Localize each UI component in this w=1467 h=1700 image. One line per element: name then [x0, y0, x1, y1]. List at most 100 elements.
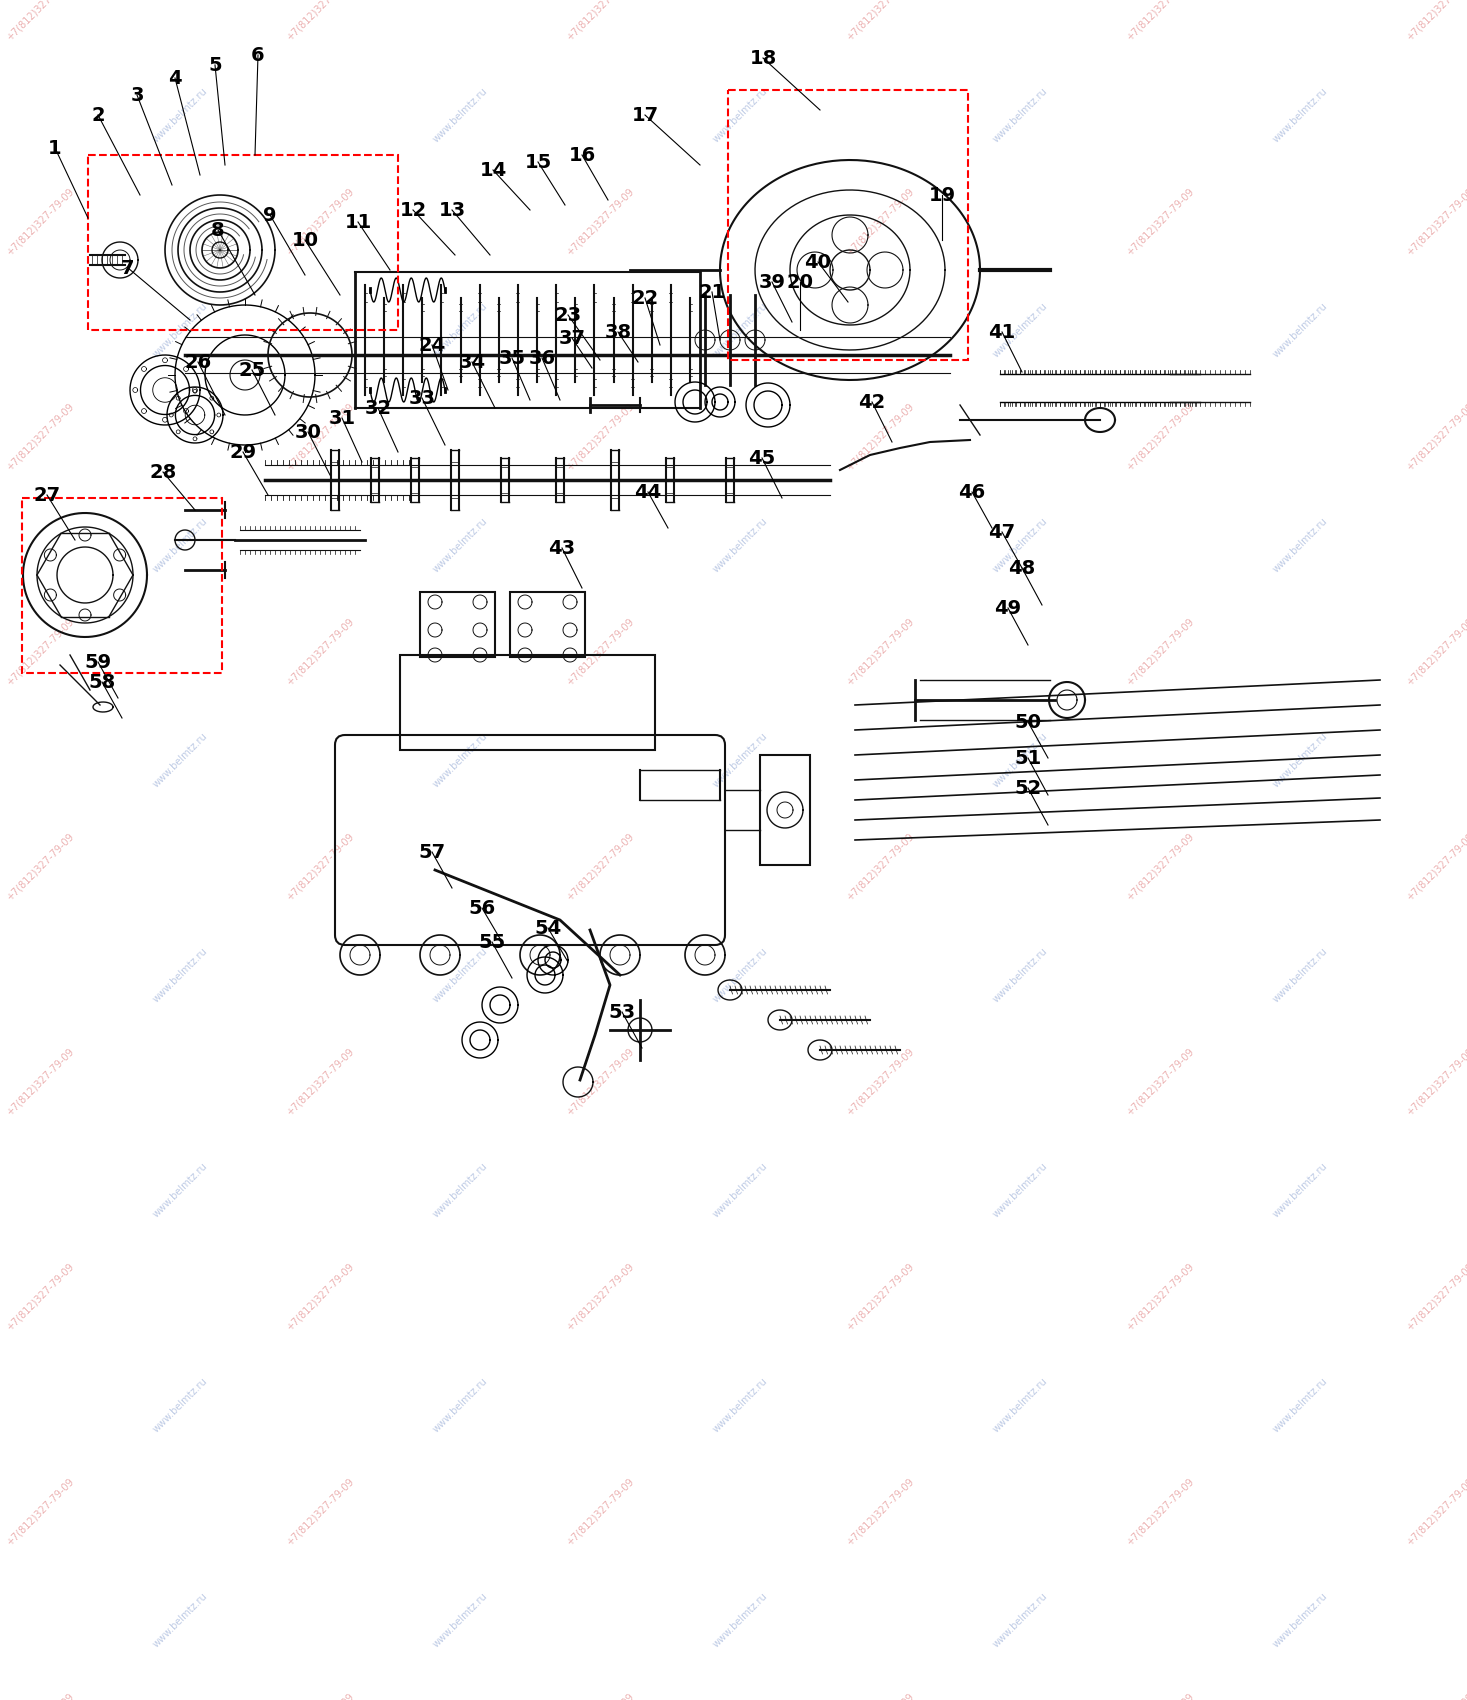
Bar: [760, 755, 810, 865]
Text: 38: 38: [604, 323, 632, 342]
Text: www.belmtz.ru: www.belmtz.ru: [710, 731, 769, 789]
Text: 33: 33: [408, 389, 436, 408]
Text: +7(812)327-79-09: +7(812)327-79-09: [1404, 831, 1467, 903]
Text: 12: 12: [399, 201, 427, 219]
Text: www.belmtz.ru: www.belmtz.ru: [1270, 945, 1329, 1005]
Text: +7(812)327-79-09: +7(812)327-79-09: [1404, 1692, 1467, 1700]
Text: www.belmtz.ru: www.belmtz.ru: [1270, 301, 1329, 359]
Text: 53: 53: [609, 1003, 635, 1022]
Text: +7(812)327-79-09: +7(812)327-79-09: [1124, 401, 1196, 473]
Text: www.belmtz.ru: www.belmtz.ru: [710, 301, 769, 359]
Text: www.belmtz.ru: www.belmtz.ru: [151, 1161, 210, 1219]
Text: 37: 37: [559, 328, 585, 347]
Text: +7(812)327-79-09: +7(812)327-79-09: [4, 1476, 76, 1547]
Text: +7(812)327-79-09: +7(812)327-79-09: [1124, 1692, 1196, 1700]
Text: 39: 39: [758, 272, 785, 291]
Text: 30: 30: [295, 423, 321, 442]
Text: +7(812)327-79-09: +7(812)327-79-09: [565, 1047, 635, 1117]
Text: +7(812)327-79-09: +7(812)327-79-09: [285, 187, 355, 258]
Bar: [420, 592, 494, 656]
Text: 2: 2: [91, 105, 104, 124]
Text: 34: 34: [458, 352, 486, 372]
Text: 21: 21: [698, 282, 726, 301]
Text: +7(812)327-79-09: +7(812)327-79-09: [285, 831, 355, 903]
Text: 4: 4: [169, 68, 182, 87]
Text: +7(812)327-79-09: +7(812)327-79-09: [1404, 1476, 1467, 1547]
Text: www.belmtz.ru: www.belmtz.ru: [710, 1161, 769, 1219]
Text: 26: 26: [185, 352, 211, 372]
Text: 14: 14: [480, 160, 506, 180]
Text: 6: 6: [251, 46, 266, 65]
Text: 24: 24: [418, 335, 446, 355]
Text: 42: 42: [858, 393, 886, 411]
Text: +7(812)327-79-09: +7(812)327-79-09: [565, 401, 635, 473]
Text: +7(812)327-79-09: +7(812)327-79-09: [845, 617, 915, 687]
Text: 18: 18: [750, 49, 776, 68]
Text: 47: 47: [989, 522, 1015, 542]
Text: +7(812)327-79-09: +7(812)327-79-09: [4, 617, 76, 687]
Text: 45: 45: [748, 449, 776, 468]
Text: www.belmtz.ru: www.belmtz.ru: [431, 1375, 490, 1435]
Text: www.belmtz.ru: www.belmtz.ru: [431, 301, 490, 359]
Text: 49: 49: [995, 598, 1021, 617]
Text: 11: 11: [345, 212, 371, 231]
Text: www.belmtz.ru: www.belmtz.ru: [990, 1591, 1049, 1649]
Text: 9: 9: [263, 206, 277, 224]
Text: +7(812)327-79-09: +7(812)327-79-09: [4, 187, 76, 258]
Text: +7(812)327-79-09: +7(812)327-79-09: [285, 617, 355, 687]
Text: www.belmtz.ru: www.belmtz.ru: [1270, 1591, 1329, 1649]
Text: 31: 31: [329, 408, 355, 427]
Text: 57: 57: [418, 843, 446, 862]
Text: www.belmtz.ru: www.belmtz.ru: [990, 301, 1049, 359]
Text: www.belmtz.ru: www.belmtz.ru: [710, 1375, 769, 1435]
Text: +7(812)327-79-09: +7(812)327-79-09: [1404, 617, 1467, 687]
Text: www.belmtz.ru: www.belmtz.ru: [990, 1375, 1049, 1435]
Bar: [88, 155, 398, 330]
Text: www.belmtz.ru: www.belmtz.ru: [990, 85, 1049, 144]
Text: +7(812)327-79-09: +7(812)327-79-09: [4, 1692, 76, 1700]
Text: www.belmtz.ru: www.belmtz.ru: [151, 1591, 210, 1649]
Text: +7(812)327-79-09: +7(812)327-79-09: [285, 1476, 355, 1547]
Text: www.belmtz.ru: www.belmtz.ru: [1270, 1375, 1329, 1435]
Text: +7(812)327-79-09: +7(812)327-79-09: [565, 0, 635, 42]
Text: 50: 50: [1015, 712, 1042, 731]
Text: +7(812)327-79-09: +7(812)327-79-09: [285, 1047, 355, 1117]
Text: +7(812)327-79-09: +7(812)327-79-09: [1404, 187, 1467, 258]
Text: 41: 41: [989, 323, 1015, 342]
Text: +7(812)327-79-09: +7(812)327-79-09: [1404, 401, 1467, 473]
Text: +7(812)327-79-09: +7(812)327-79-09: [1124, 1476, 1196, 1547]
Text: +7(812)327-79-09: +7(812)327-79-09: [285, 401, 355, 473]
Text: 54: 54: [534, 918, 562, 937]
Text: 5: 5: [208, 56, 222, 75]
Text: +7(812)327-79-09: +7(812)327-79-09: [845, 831, 915, 903]
Text: www.belmtz.ru: www.belmtz.ru: [710, 1591, 769, 1649]
Text: www.belmtz.ru: www.belmtz.ru: [431, 1161, 490, 1219]
Text: +7(812)327-79-09: +7(812)327-79-09: [4, 0, 76, 42]
Text: +7(812)327-79-09: +7(812)327-79-09: [4, 831, 76, 903]
Text: www.belmtz.ru: www.belmtz.ru: [710, 945, 769, 1005]
Text: +7(812)327-79-09: +7(812)327-79-09: [285, 0, 355, 42]
Text: +7(812)327-79-09: +7(812)327-79-09: [845, 1261, 915, 1333]
Text: 48: 48: [1008, 559, 1036, 578]
Text: 27: 27: [34, 486, 60, 505]
Text: 28: 28: [150, 462, 176, 481]
Text: 46: 46: [958, 483, 986, 502]
Text: 25: 25: [238, 360, 266, 379]
Text: 59: 59: [85, 653, 111, 672]
Text: 22: 22: [631, 289, 659, 308]
Text: +7(812)327-79-09: +7(812)327-79-09: [1404, 1047, 1467, 1117]
Text: +7(812)327-79-09: +7(812)327-79-09: [1124, 617, 1196, 687]
Text: 16: 16: [568, 146, 596, 165]
Text: +7(812)327-79-09: +7(812)327-79-09: [845, 1047, 915, 1117]
Text: www.belmtz.ru: www.belmtz.ru: [1270, 85, 1329, 144]
Bar: [511, 592, 585, 656]
Text: 10: 10: [292, 231, 318, 250]
Text: +7(812)327-79-09: +7(812)327-79-09: [1124, 1047, 1196, 1117]
Text: +7(812)327-79-09: +7(812)327-79-09: [845, 1692, 915, 1700]
Text: +7(812)327-79-09: +7(812)327-79-09: [4, 401, 76, 473]
Text: www.belmtz.ru: www.belmtz.ru: [431, 945, 490, 1005]
Text: +7(812)327-79-09: +7(812)327-79-09: [565, 1692, 635, 1700]
Text: www.belmtz.ru: www.belmtz.ru: [1270, 1161, 1329, 1219]
Text: 13: 13: [439, 201, 465, 219]
Text: +7(812)327-79-09: +7(812)327-79-09: [1124, 0, 1196, 42]
